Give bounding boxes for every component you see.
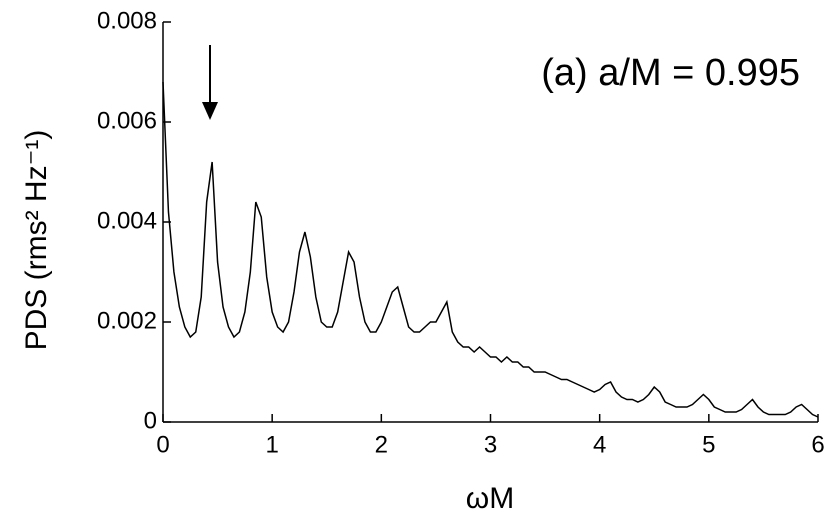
y-tick-label: 0.008 — [97, 7, 157, 34]
y-tick-label: 0.002 — [97, 307, 157, 334]
data-line — [162, 81, 819, 418]
annotation: (a) a/M = 0.995 — [541, 52, 800, 94]
x-tick-label: 0 — [156, 431, 169, 458]
x-tick-label: 6 — [811, 431, 824, 458]
x-tick-label: 5 — [702, 431, 715, 458]
y-axis-label: PDS (rms² Hz⁻¹) — [20, 130, 53, 351]
y-tick-label: 0.006 — [97, 107, 157, 134]
x-axis-label: ωM — [466, 482, 514, 515]
y-tick-label: 0 — [144, 407, 157, 434]
x-tick-label: 4 — [593, 431, 606, 458]
x-tick-label: 1 — [265, 431, 278, 458]
arrow-head — [202, 102, 218, 120]
x-tick-label: 3 — [484, 431, 497, 458]
y-tick-label: 0.004 — [97, 207, 157, 234]
x-tick-label: 2 — [375, 431, 388, 458]
